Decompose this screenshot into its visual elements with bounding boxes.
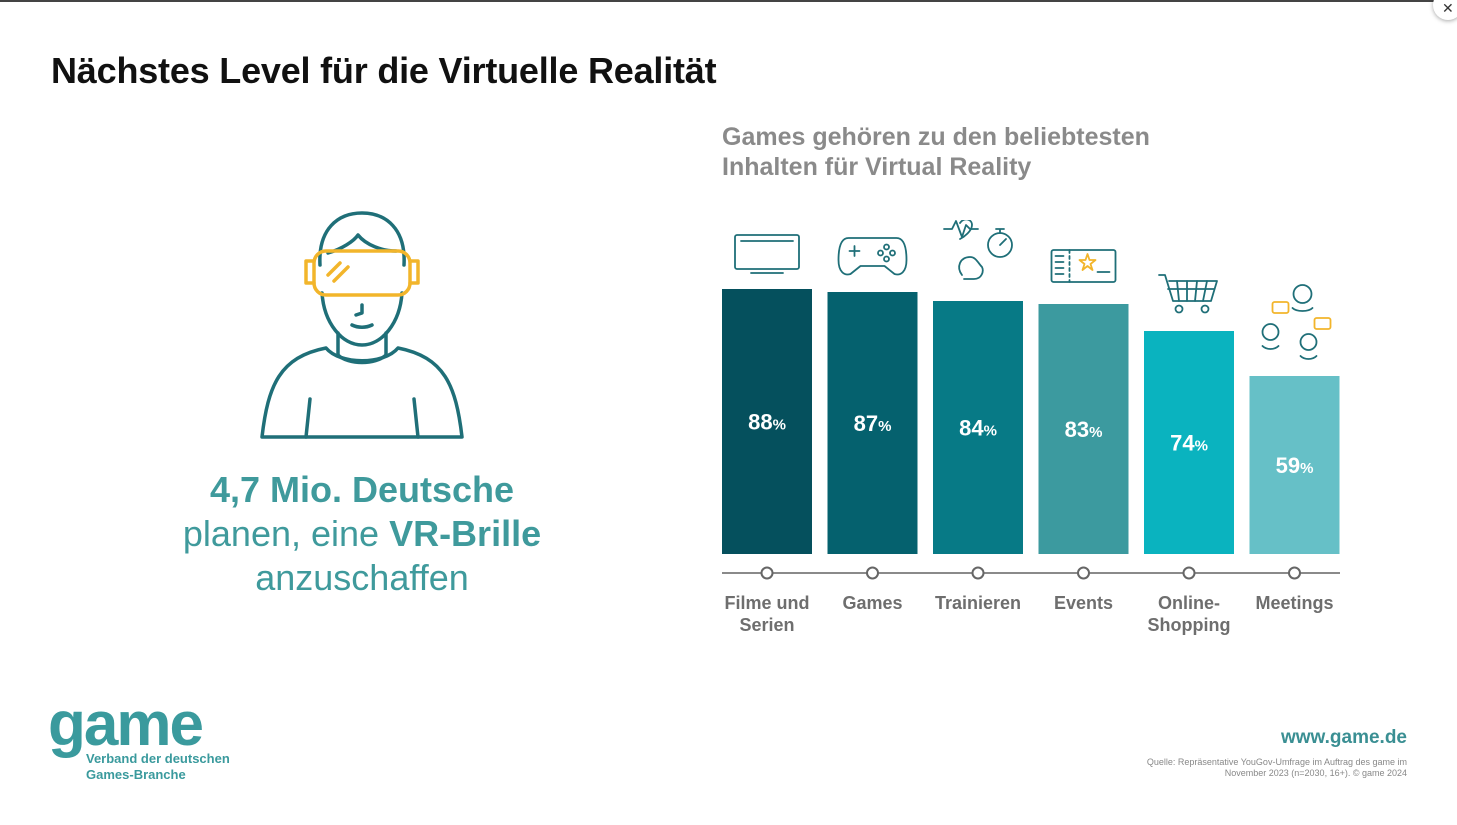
bar-value-number-4: 74 — [1170, 431, 1195, 456]
category-label-5: Meetings — [1255, 593, 1333, 613]
logo-subtitle-line-1: Verband der deutschen — [86, 751, 230, 766]
category-label-1: Games — [842, 593, 902, 613]
category-label-4-line-1: Shopping — [1148, 615, 1231, 635]
chart-title-line-1: Games gehören zu den beliebtesten — [722, 123, 1150, 151]
bar-value-unit-4: % — [1195, 438, 1208, 455]
bar-value-label-5: 59% — [1276, 453, 1314, 478]
source-note: Quelle: Repräsentative YouGov-Umfrage im… — [1087, 757, 1407, 779]
logo-subtitle-line-2: Games-Branche — [86, 767, 186, 782]
bar-value-label-4: 74% — [1170, 431, 1208, 456]
bar-value-number-1: 87 — [854, 411, 878, 436]
vr-buyers-statement: 4,7 Mio. Deutsche planen, eine VR-Brille… — [120, 468, 604, 600]
category-label-0-line-0: Filme und — [725, 593, 810, 613]
bar-value-unit-2: % — [984, 423, 997, 440]
logo-word: game — [48, 690, 204, 759]
ticket-icon — [1050, 249, 1117, 283]
tv-icon — [734, 234, 800, 274]
bar-2 — [933, 301, 1023, 554]
bar-value-number-0: 88 — [748, 410, 772, 435]
bar-value-unit-0: % — [773, 417, 786, 434]
game-logo: game Verband der deutschen Games-Branche — [48, 690, 230, 783]
stat-line-2-text: planen, eine — [182, 513, 390, 554]
axis-marker-5 — [1288, 566, 1301, 580]
bar-0 — [722, 289, 812, 554]
axis-marker-1 — [866, 566, 879, 580]
logo-subtitle: Verband der deutschen Games-Branche — [86, 751, 230, 783]
bar-1 — [827, 292, 918, 554]
chart-title-line-2: Inhalten für Virtual Reality — [722, 153, 1032, 181]
bar-value-number-3: 83 — [1065, 417, 1089, 442]
axis-marker-3 — [1077, 566, 1090, 580]
bar-value-label-1: 87% — [854, 411, 892, 436]
bar-4 — [1144, 331, 1234, 554]
chart-title: Games gehören zu den beliebtesten Inhalt… — [722, 122, 1150, 182]
bar-3 — [1038, 304, 1129, 554]
category-label-0-line-1: Serien — [739, 615, 794, 635]
category-label-3: Events — [1054, 593, 1113, 613]
axis-marker-2 — [971, 566, 985, 580]
bar-5 — [1249, 376, 1340, 554]
stat-line-2-highlight: VR-Brille — [389, 513, 542, 554]
stat-line-3: anzuschaffen — [255, 557, 469, 598]
close-icon[interactable]: ✕ — [1433, 0, 1457, 20]
shopping-cart-icon — [1158, 274, 1218, 314]
axis-marker-4 — [1182, 566, 1196, 580]
bar-value-label-0: 88% — [748, 410, 786, 435]
source-line-2: November 2023 (n=2030, 16+). © game 2024 — [1224, 768, 1407, 778]
website-link[interactable]: www.game.de — [1281, 727, 1407, 748]
chat-people-icon — [1261, 284, 1332, 360]
fitness-icon — [943, 220, 1013, 280]
bar-value-label-3: 83% — [1065, 417, 1103, 442]
stat-line-2: planen, eine VR-Brille — [120, 512, 604, 556]
axis-marker-0 — [760, 566, 774, 580]
bar-value-number-2: 84 — [959, 416, 984, 441]
page-title: Nächstes Level für die Virtuelle Realitä… — [51, 50, 717, 91]
bar-value-label-2: 84% — [959, 416, 997, 441]
top-rule — [0, 0, 1457, 2]
category-label-2: Trainieren — [935, 593, 1021, 613]
gamepad-icon — [837, 237, 908, 276]
bar-value-unit-1: % — [878, 418, 891, 435]
bar-value-unit-5: % — [1300, 460, 1313, 477]
vr-headset-person-icon — [260, 211, 464, 439]
bar-value-number-5: 59 — [1276, 453, 1300, 478]
source-line-1: Quelle: Repräsentative YouGov-Umfrage im… — [1146, 757, 1407, 767]
category-label-4-line-0: Online- — [1158, 593, 1220, 613]
bar-value-unit-3: % — [1089, 424, 1102, 441]
stat-headline: 4,7 Mio. Deutsche — [209, 469, 515, 510]
